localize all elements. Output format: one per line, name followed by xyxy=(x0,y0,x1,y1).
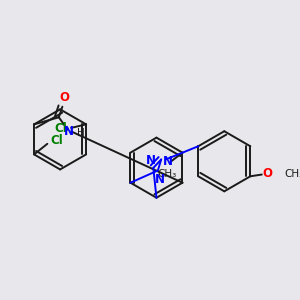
Text: N: N xyxy=(163,155,173,168)
Text: N: N xyxy=(64,125,74,138)
Text: O: O xyxy=(59,91,69,104)
Text: CH₃: CH₃ xyxy=(284,169,300,179)
Text: Cl: Cl xyxy=(50,134,63,147)
Text: N: N xyxy=(146,154,156,167)
Text: CH₃: CH₃ xyxy=(157,169,176,178)
Text: H: H xyxy=(76,128,84,138)
Text: Cl: Cl xyxy=(54,122,67,135)
Text: O: O xyxy=(263,167,273,180)
Text: N: N xyxy=(155,173,165,186)
